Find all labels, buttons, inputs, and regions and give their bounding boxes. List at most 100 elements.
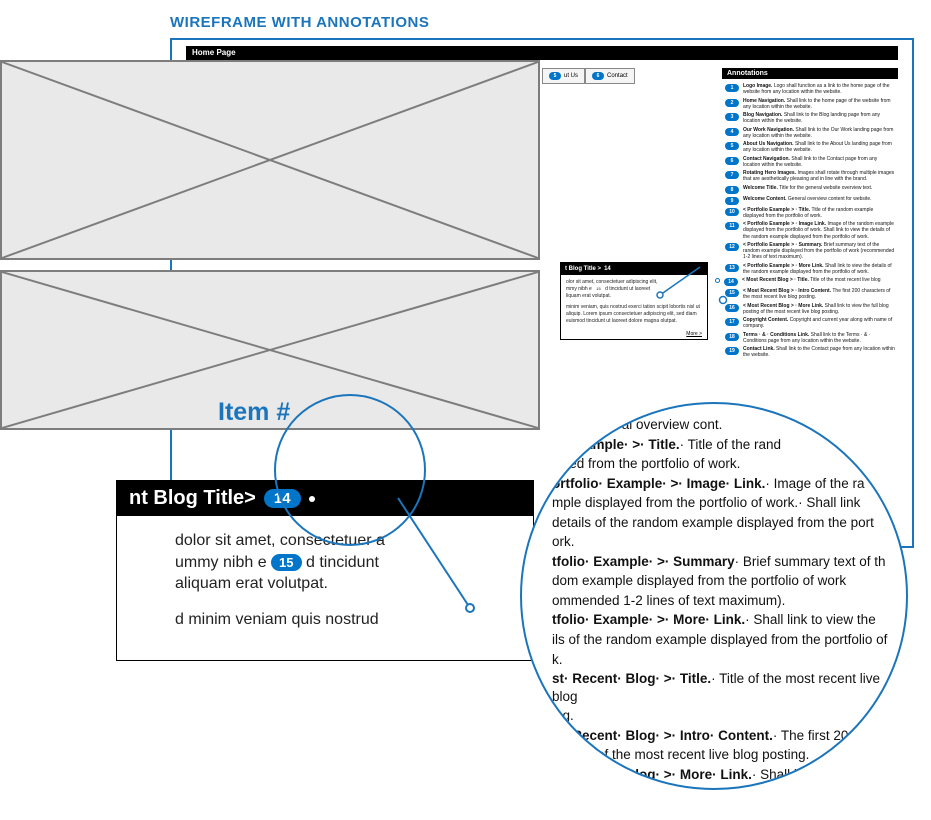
annotation-pill: 16	[725, 304, 739, 312]
annotation-pill: 10	[725, 208, 739, 216]
annotation-text: Home Navigation. Shall link to the home …	[743, 98, 895, 111]
zoom-line: dolor sit amet, consectetuer a	[175, 532, 385, 549]
zoom-line: aliquam erat volutpat.	[175, 575, 328, 592]
annotation-item: 11< Portfolio Example > · Image Link. Im…	[722, 220, 898, 241]
zoom-circle-line: dom example displayed from the portfolio…	[552, 572, 898, 590]
annotation-pill-15: 15	[593, 286, 603, 291]
nav-tab-about[interactable]: 5 ut Us	[542, 68, 585, 84]
annotation-pill: 3	[725, 113, 739, 121]
annotation-pill: 8	[725, 186, 739, 194]
zoom-circle-line: tfolio· Example· >· More· Link.· Shall l…	[552, 611, 898, 629]
annotation-text: Terms · & · Conditions Link. Shall link …	[743, 332, 895, 345]
page-title: WIREFRAME WITH ANNOTATIONS	[170, 14, 429, 31]
annotations-list: 1 Logo Image. Logo shall function as a li…	[722, 79, 898, 363]
annotation-text: Copyright Content. Copyright and current…	[743, 317, 895, 330]
annotation-item: 1 Logo Image. Logo shall function as a li…	[722, 82, 898, 97]
annotations-header: Annotations	[722, 68, 898, 79]
zoom-circle: ent.· General overview cont.o· Example· …	[520, 402, 908, 790]
zoom-circle-line: details of the random example displayed …	[552, 514, 898, 532]
zoom-blog-head: nt Blog Title> 14	[117, 481, 533, 516]
annotation-text: Our Work Navigation. Shall link to the O…	[743, 127, 895, 140]
zoom-circle-line: tfolio· Example· >· Summary· Brief summa…	[552, 553, 898, 571]
annotation-item: 7 Rotating Hero Images. Images shall rota…	[722, 169, 898, 184]
zoom-circle-line: k.	[552, 651, 898, 669]
zoom-circle-content: ent.· General overview cont.o· Example· …	[552, 416, 898, 776]
blog-more-link[interactable]: More >	[561, 329, 707, 339]
blog-line: liquam erat volutpat.	[566, 293, 611, 299]
zoom-circle-line: st· Recent· Blog· >· Title.· Title of th…	[552, 670, 898, 705]
blog-line: olor sit amet, consectetuer adipiscing e…	[566, 279, 657, 285]
annotation-item: 6 Contact Navigation. Shall link to the C…	[722, 155, 898, 170]
annotation-text: Contact Link. Shall link to the Contact …	[743, 346, 895, 359]
zoom-circle-line: ils of the random example displayed from…	[552, 631, 898, 649]
blog-title-prefix: t Blog Title >	[565, 266, 601, 272]
annotation-pill: 15	[725, 289, 739, 297]
zoom-circle-line: layed from the portfolio of work.	[552, 455, 898, 473]
annotation-pill: 7	[725, 171, 739, 179]
zoom-circle-line: racters of the most recent live blog pos…	[552, 746, 898, 764]
annotation-text: < Most Recent Blog > · More Link. Shall …	[743, 303, 895, 316]
annotation-text: Contact Navigation. Shall link to the Co…	[743, 156, 895, 169]
blog-line: d tincidunt ut laoreet	[605, 286, 650, 292]
annotation-item: 9Welcome Content. General overview conte…	[722, 195, 898, 206]
zoom-blog-body: dolor sit amet, consectetuer a ummy nibh…	[117, 516, 533, 660]
annotation-text: < Portfolio Example > · Title. Title of …	[743, 207, 895, 220]
zoom-line: d tincidunt	[306, 554, 379, 571]
annotation-text: Welcome Title. Title for the general web…	[743, 185, 895, 194]
annotation-item: 13 < Portfolio Example > · More Link. Sha…	[722, 262, 898, 277]
annotation-item: 17 Copyright Content. Copyright and curre…	[722, 316, 898, 331]
annotation-text: < Most Recent Blog > · Title. Title of t…	[742, 277, 895, 286]
annotation-text: Rotating Hero Images. Images shall rotat…	[743, 170, 895, 183]
annotation-text: Logo Image. Logo shall function as a lin…	[743, 83, 895, 96]
zoom-circle-line: ommended 1-2 lines of text maximum).	[552, 592, 898, 610]
annotation-pill: 11	[725, 222, 739, 230]
nav-tabs: 5 ut Us 6 Contact	[542, 68, 635, 84]
annotation-item: 15 < Most Recent Blog > · Intro Content. …	[722, 287, 898, 302]
annotations-panel: Annotations 1 Logo Image. Logo shall func…	[722, 68, 898, 363]
annotation-item: 18 Terms · & · Conditions Link. Shall lin…	[722, 331, 898, 346]
blog-line: mmy nibh e	[566, 286, 592, 292]
zoom-circle-line: ing.	[552, 707, 898, 725]
marker-dot-icon	[309, 496, 315, 502]
zoom-circle-line: mple displayed from the portfolio of wor…	[552, 494, 898, 512]
nav-tab-contact[interactable]: 6 Contact	[585, 68, 635, 84]
annotation-pill: 1	[725, 84, 739, 92]
marker-dot-icon	[715, 278, 720, 283]
item-number-label: Item #	[218, 398, 290, 427]
annotation-pill: 17	[725, 318, 739, 326]
annotation-text: Blog Navigation. Shall link to the Blog …	[743, 112, 895, 125]
zoom-blog-title: nt Blog Title>	[129, 487, 256, 510]
page-bar: Home Page	[186, 46, 898, 60]
nav-label: Contact	[607, 73, 628, 79]
blog-box-body: olor sit amet, consectetuer adipiscing e…	[561, 275, 707, 329]
nav-label: ut Us	[564, 73, 578, 79]
annotation-pill: 13	[725, 264, 739, 272]
zoom-circle-line: st· Recent· Blog· >· Intro· Content.· Th…	[552, 727, 898, 745]
annotation-item: 4Our Work Navigation. Shall link to the …	[722, 126, 898, 141]
annotation-item: 5About Us Navigation. Shall link to the …	[722, 140, 898, 155]
zoom-circle-line: ortfolio· Example· >· Image· Link.· Imag…	[552, 475, 898, 493]
annotation-item: 10 < Portfolio Example > · Title. Title o…	[722, 206, 898, 221]
nav-pill: 6	[592, 72, 604, 80]
annotation-pill: 6	[725, 157, 739, 165]
annotation-item: 14 < Most Recent Blog > · Title. Title of…	[712, 276, 898, 287]
annotation-pill: 2	[725, 99, 739, 107]
annotation-item: 12< Portfolio Example > · Summary. Brief…	[722, 241, 898, 262]
annotation-pill: 19	[725, 347, 739, 355]
annotation-pill: 14	[724, 278, 738, 286]
zoom-line: ummy nibh e	[175, 554, 267, 571]
zoom-circle-line: o· Example· >· Title.· Title of the rand	[552, 436, 898, 454]
placeholder-box-1	[0, 60, 540, 260]
annotation-pill: 18	[725, 333, 739, 341]
zoom-pill-15: 15	[271, 554, 301, 572]
annotation-pill-14: 14	[604, 266, 611, 272]
annotation-item: 19 Contact Link. Shall link to the Contac…	[722, 345, 898, 360]
blog-box-head: t Blog Title > 14	[561, 263, 707, 275]
zoom-blog-tile: nt Blog Title> 14 dolor sit amet, consec…	[116, 480, 534, 661]
annotation-item: 3 Blog Navigation. Shall link to the Blog…	[722, 111, 898, 126]
zoom-line: d minim veniam quis nostrud	[175, 611, 379, 628]
annotation-text: < Most Recent Blog > · Intro Content. Th…	[743, 288, 895, 301]
annotation-text: < Portfolio Example > · More Link. Shall…	[743, 263, 895, 276]
blog-box-small: t Blog Title > 14 olor sit amet, consect…	[560, 262, 708, 340]
annotation-text: < Portfolio Example > · Summary. Brief s…	[743, 242, 895, 261]
